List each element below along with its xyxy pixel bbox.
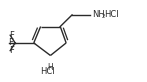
Text: 2: 2 <box>101 14 105 19</box>
Text: HCl: HCl <box>104 10 119 19</box>
Text: H: H <box>48 63 53 72</box>
Text: NH: NH <box>92 10 104 19</box>
Text: F: F <box>9 46 14 55</box>
Text: F: F <box>9 31 14 40</box>
Text: HCl: HCl <box>40 67 55 76</box>
Text: F: F <box>8 38 13 47</box>
